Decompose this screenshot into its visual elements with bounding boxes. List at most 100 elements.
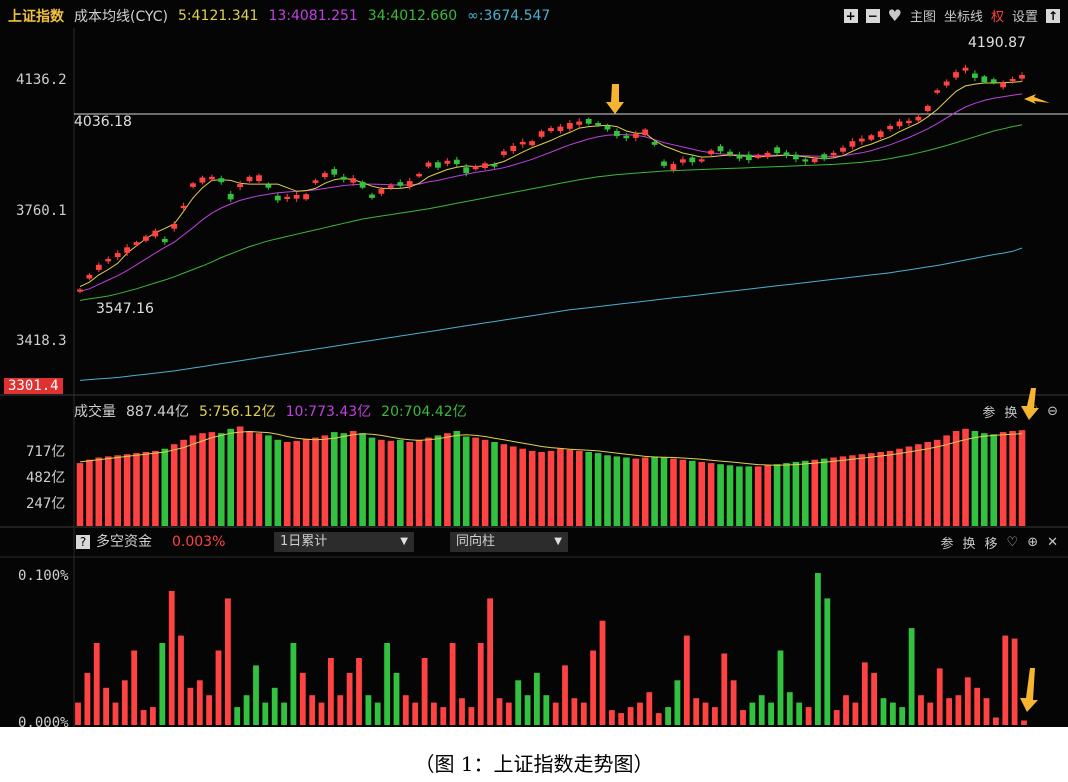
fund-param-button[interactable]: 参 (940, 537, 954, 552)
candle-body (576, 121, 583, 125)
volume-bar (378, 439, 385, 526)
settings-button[interactable]: 设置 (1011, 10, 1038, 25)
panel-dividers (0, 28, 1068, 727)
candle-body (689, 157, 696, 163)
fund-tools: 参 换 移 ♡ ⊕ ✕ (940, 533, 1058, 552)
heart-icon[interactable]: ♡ (1006, 535, 1019, 550)
upload-icon[interactable]: ↑ (1046, 8, 1060, 23)
volume-bar (915, 444, 922, 526)
fund-bar (861, 662, 868, 725)
fund-value: 0.003% (172, 534, 226, 550)
fund-bar (693, 698, 700, 725)
candle-body (774, 147, 780, 154)
candle-body (397, 182, 404, 186)
main-chart-button[interactable]: 主图 (909, 10, 936, 25)
volume-bar (566, 449, 574, 526)
ma5-line (79, 81, 1023, 288)
fund-bar (964, 677, 971, 725)
volume-bar (133, 453, 140, 526)
fund-bar (637, 702, 643, 725)
zoom-out-icon[interactable]: − (865, 8, 880, 23)
dropdown-arrow-icon: ▼ (554, 536, 562, 547)
candle-body (981, 76, 988, 83)
volume-bar (830, 457, 837, 526)
fund-bar (758, 695, 765, 725)
volume-bar (293, 440, 300, 526)
candle-body (303, 194, 309, 200)
close-icon[interactable]: ✕ (1047, 535, 1058, 550)
bar-type-dropdown[interactable]: 同向柱 ▼ (450, 532, 568, 552)
candle-body (161, 238, 168, 243)
volume-param-button[interactable]: 参 (982, 406, 996, 421)
fund-bar (168, 590, 175, 725)
candles (77, 64, 1025, 294)
volume-bar (265, 435, 272, 526)
fund-bar (393, 672, 400, 725)
candle-body (237, 184, 243, 187)
volume-bar (811, 459, 819, 526)
fund-bar (356, 658, 362, 725)
volume-bar (189, 435, 197, 526)
candle-body (651, 141, 658, 145)
fund-bar (552, 702, 559, 725)
zoom-in-icon[interactable]: + (843, 8, 858, 23)
candle-body (265, 184, 272, 188)
axis-line-button[interactable]: 坐标线 (943, 10, 983, 25)
volume-bar (623, 457, 630, 526)
fund-bar (796, 702, 803, 725)
volume-bar (839, 456, 847, 526)
help-icon[interactable]: ? (76, 535, 90, 549)
volume-ma10: 10:773.43亿 (285, 404, 372, 420)
fund-bar (496, 698, 503, 725)
rights-button[interactable]: 权 (990, 10, 1004, 25)
volume-bar (218, 433, 225, 526)
fund-bar (805, 707, 812, 725)
candle-body (538, 131, 545, 137)
ma13-line (79, 93, 1023, 292)
fund-bar (206, 695, 212, 725)
fund-bar (890, 702, 896, 725)
zoom-in-icon[interactable]: ⊕ (1027, 535, 1039, 550)
volume-bar (999, 432, 1007, 526)
volume-bar (754, 466, 762, 526)
volume-bar (858, 454, 866, 526)
fund-bar (75, 702, 81, 725)
candle-body (359, 181, 366, 188)
indicator-name[interactable]: 成本均线(CYC) (74, 9, 169, 25)
favorite-icon[interactable]: ♥ (887, 6, 902, 25)
candle-body (501, 151, 507, 155)
volume-bar (199, 433, 206, 526)
volume-switch-button[interactable]: 换 (1004, 406, 1018, 421)
volume-bar (962, 428, 969, 526)
candle-body (906, 120, 912, 123)
volume-bar (632, 458, 640, 526)
fund-bar (993, 717, 999, 725)
volume-bar (368, 437, 376, 526)
volume-bar (519, 448, 526, 526)
candle-body (425, 162, 432, 167)
candle-body (868, 135, 875, 140)
volume-bar (689, 460, 696, 526)
volume-ma5-line (79, 430, 1023, 466)
ma34-value: 34:4012.660 (367, 8, 458, 24)
fund-move-button[interactable]: 移 (984, 537, 998, 552)
fund-bar (374, 702, 381, 725)
candle-body (124, 247, 130, 253)
fund-bar (505, 702, 512, 725)
index-title[interactable]: 上证指数 (8, 9, 64, 25)
period-dropdown[interactable]: 1日累计 ▼ (274, 532, 414, 552)
candle-body (463, 167, 470, 174)
candle-body (595, 123, 601, 126)
arrow-marker-icon (1021, 388, 1039, 420)
volume-bar (670, 458, 677, 526)
volume-bar (321, 435, 329, 526)
fund-bar (477, 643, 484, 725)
candle-body (369, 194, 375, 198)
zoom-out-icon[interactable]: ⊖ (1047, 404, 1058, 419)
volume-bar (877, 452, 884, 526)
mainf-value: ∞:3674.547 (467, 8, 551, 24)
candle-body (256, 175, 262, 182)
fund-switch-button[interactable]: 换 (962, 537, 976, 552)
fund-bar (328, 658, 334, 725)
fund-bar (627, 707, 634, 725)
